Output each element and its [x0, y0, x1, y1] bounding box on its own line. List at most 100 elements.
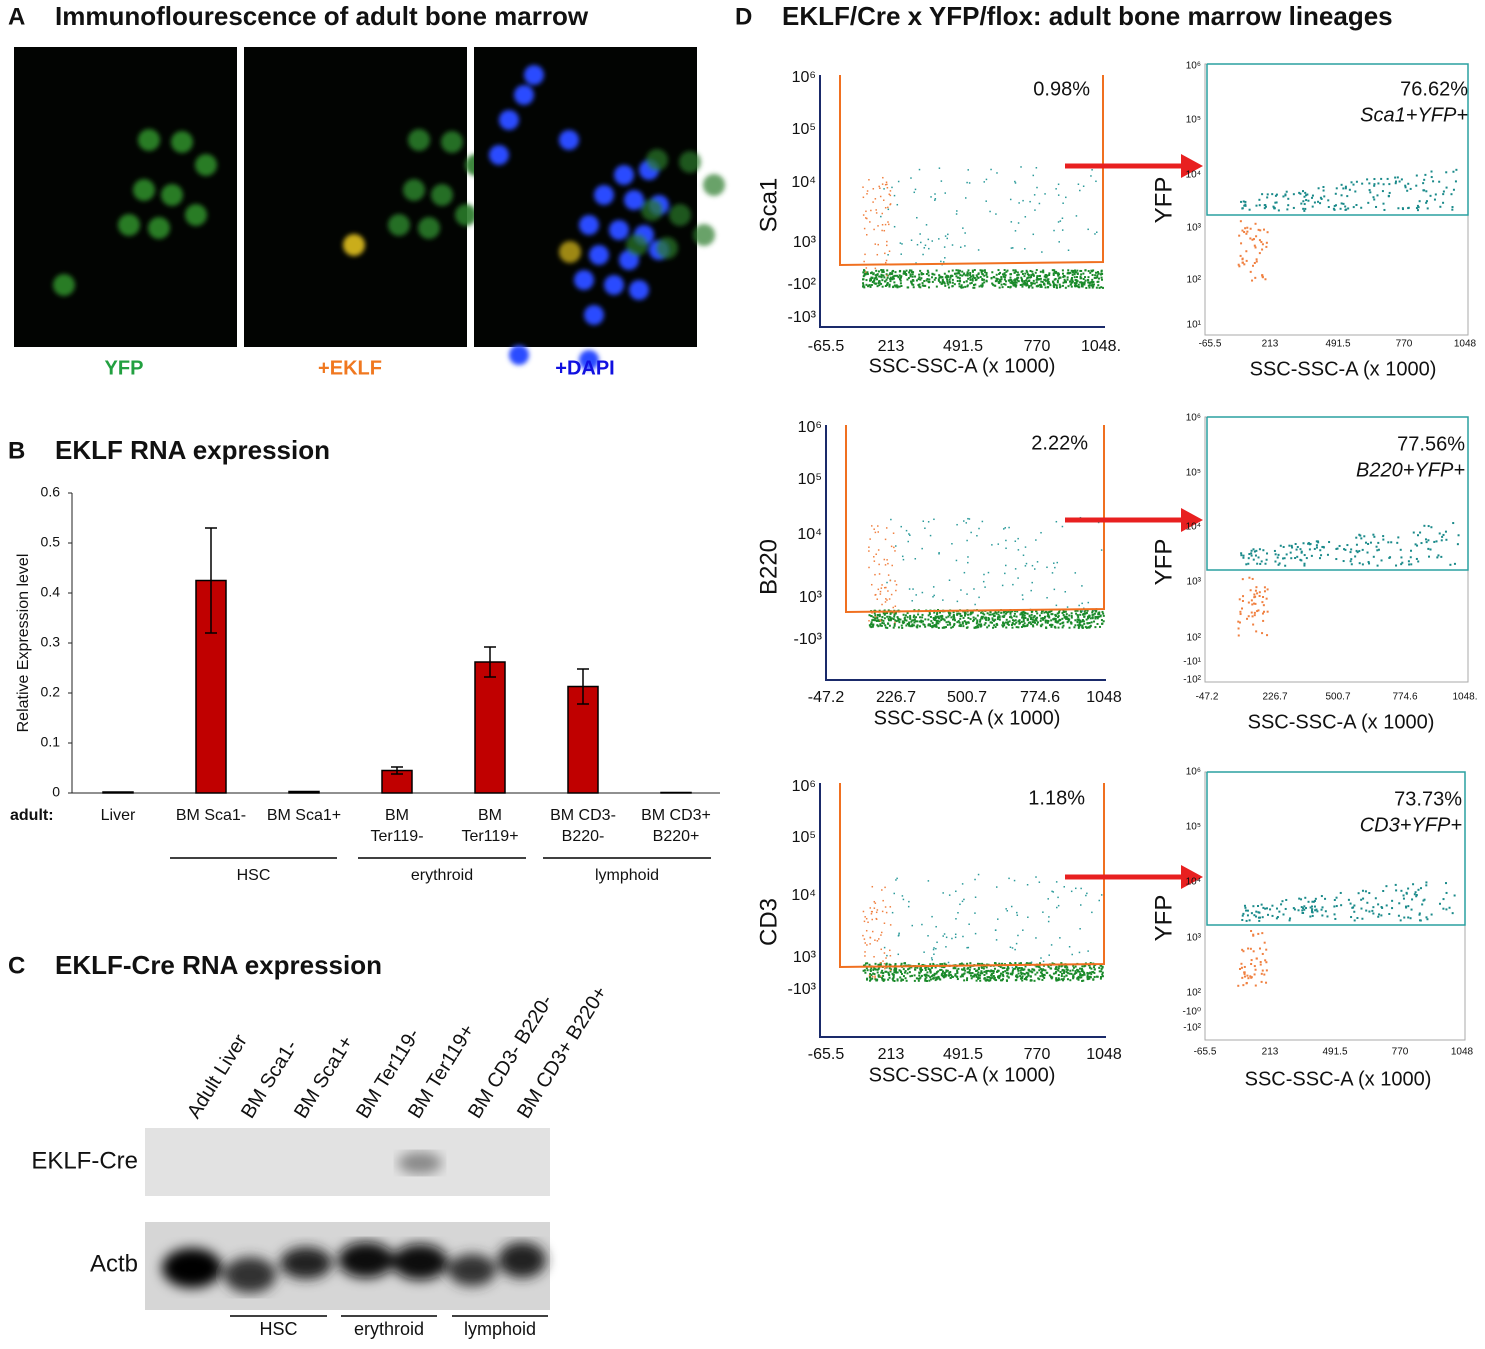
event-dot	[1355, 536, 1358, 539]
event-dot	[983, 274, 986, 277]
event-dot	[895, 971, 898, 974]
event-dot	[961, 621, 964, 624]
y-tick-label: 10³	[1187, 933, 1202, 944]
event-dot	[980, 271, 983, 274]
event-dot	[963, 979, 966, 982]
event-dot	[1441, 535, 1444, 538]
event-dot	[1012, 969, 1015, 972]
event-dot	[1251, 577, 1254, 580]
event-dot	[894, 550, 896, 552]
event-dot	[1050, 613, 1053, 616]
event-dot	[1082, 278, 1085, 281]
event-dot	[886, 244, 888, 247]
event-dot	[896, 877, 898, 880]
event-dot	[1060, 975, 1063, 978]
event-dot	[1400, 178, 1403, 181]
event-dot	[1076, 276, 1079, 279]
event-dot	[865, 283, 868, 286]
event-dot	[1317, 187, 1320, 190]
event-dot	[1427, 547, 1430, 550]
event-dot	[933, 594, 935, 597]
event-dot	[950, 616, 953, 619]
event-dot	[871, 977, 874, 980]
event-dot	[1065, 974, 1068, 977]
event-dot	[916, 243, 919, 246]
event-dot	[1022, 199, 1024, 202]
event-dot	[972, 275, 975, 278]
event-dot	[998, 962, 1001, 965]
event-dot	[935, 616, 938, 619]
event-dot	[1416, 209, 1419, 212]
event-dot	[1012, 269, 1015, 272]
event-dot	[1367, 560, 1370, 563]
event-dot	[1250, 959, 1253, 962]
event-dot	[873, 973, 876, 976]
x-tick-label: 770	[1024, 338, 1051, 355]
event-dot	[982, 965, 985, 968]
event-dot	[1354, 190, 1357, 193]
event-dot	[1315, 544, 1318, 547]
y-tick-label: -10³	[788, 981, 817, 998]
event-dot	[1377, 903, 1380, 906]
event-dot	[998, 616, 1001, 619]
event-dot	[978, 962, 981, 965]
event-dot	[971, 975, 974, 978]
event-dot	[893, 969, 896, 972]
event-dot	[877, 588, 880, 591]
event-dot	[1100, 970, 1103, 973]
event-dot	[1091, 609, 1094, 612]
event-dot	[1040, 957, 1042, 959]
event-dot	[1031, 618, 1034, 621]
event-dot	[949, 281, 952, 284]
event-dot	[960, 962, 963, 965]
event-dot	[1080, 277, 1083, 280]
event-dot	[1081, 979, 1084, 982]
event-dot	[1022, 616, 1025, 619]
event-dot	[928, 612, 931, 615]
event-dot	[863, 938, 866, 940]
event-dot	[1066, 971, 1069, 974]
event-dot	[884, 261, 887, 264]
event-dot	[895, 583, 898, 586]
event-dot	[1307, 542, 1310, 545]
event-dot	[1040, 284, 1043, 287]
event-dot	[1445, 882, 1448, 885]
event-dot	[968, 972, 971, 975]
event-dot	[1046, 566, 1048, 569]
event-dot	[1077, 624, 1080, 627]
event-dot	[884, 626, 887, 629]
event-dot	[1349, 902, 1352, 905]
event-dot	[954, 936, 957, 939]
event-dot	[1350, 181, 1353, 184]
event-dot	[1021, 976, 1024, 979]
event-dot	[1017, 280, 1020, 283]
event-dot	[1062, 272, 1065, 275]
event-dot	[941, 972, 944, 975]
event-dot	[1396, 176, 1399, 179]
event-dot	[962, 963, 965, 966]
event-dot	[949, 623, 952, 626]
event-dot	[1024, 565, 1027, 567]
event-dot	[969, 271, 972, 274]
event-dot	[1081, 624, 1084, 627]
event-dot	[1253, 593, 1256, 596]
y-tick-label: -10¹	[1183, 657, 1201, 668]
event-dot	[862, 214, 865, 216]
event-dot	[862, 910, 865, 913]
event-dot	[1303, 195, 1306, 198]
event-dot	[942, 618, 945, 621]
event-dot	[985, 271, 988, 274]
event-dot	[893, 546, 895, 549]
event-dot	[967, 946, 970, 949]
event-dot	[1082, 979, 1085, 982]
group-label: erythroid	[411, 867, 473, 884]
event-dot	[931, 240, 934, 242]
event-dot	[1076, 269, 1079, 272]
event-dot	[890, 617, 893, 620]
event-dot	[1063, 281, 1066, 284]
event-dot	[958, 272, 961, 275]
event-dot	[910, 620, 913, 623]
event-dot	[1018, 966, 1021, 969]
event-dot	[875, 553, 877, 556]
event-dot	[1005, 626, 1008, 629]
